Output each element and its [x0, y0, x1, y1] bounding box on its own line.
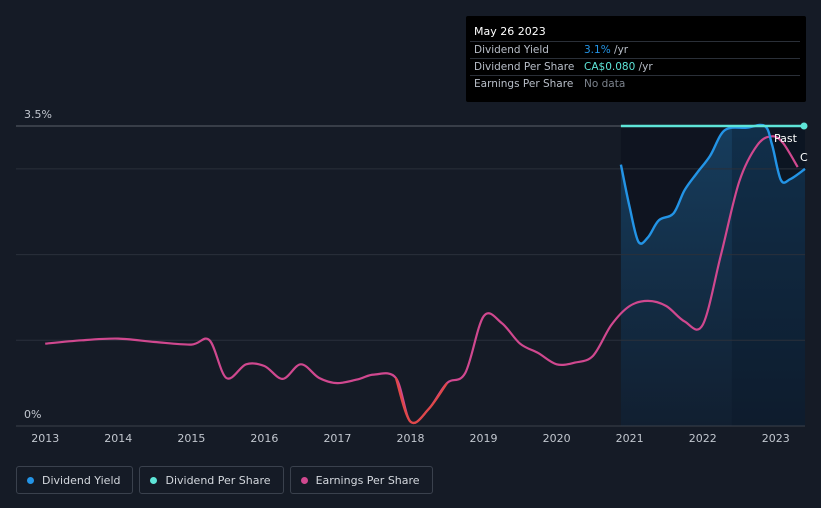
- chart-legend: Dividend Yield Dividend Per Share Earnin…: [16, 466, 433, 494]
- legend-item-dividend-yield[interactable]: Dividend Yield: [16, 466, 134, 494]
- legend-dot-icon: [27, 476, 34, 484]
- x-tick-label: 2015: [177, 432, 205, 445]
- x-tick-label: 2022: [689, 432, 717, 445]
- x-tick-label: 2016: [250, 432, 278, 445]
- legend-item-dividend-per-share[interactable]: Dividend Per Share: [139, 466, 284, 494]
- x-tick-label: 2021: [616, 432, 644, 445]
- dividend-yield-area: [620, 124, 805, 426]
- legend-label: Dividend Yield: [42, 473, 121, 487]
- dividend-yield-line: [619, 123, 806, 245]
- earnings-decline-segment: [394, 377, 448, 425]
- tooltip-label: Earnings Per Share: [474, 78, 574, 90]
- earnings-per-share-line: [45, 135, 799, 425]
- tooltip-row-dividend-yield: Dividend Yield 3.1% /yr: [466, 41, 806, 58]
- tooltip-value: CA$0.080 /yr: [584, 61, 653, 73]
- tooltip-label: Dividend Yield: [474, 44, 549, 56]
- legend-dot-icon: [150, 476, 158, 484]
- legend-dot-icon: [300, 476, 308, 484]
- x-tick-label: 2014: [104, 432, 132, 445]
- tooltip-row-dividend-per-share: Dividend Per Share CA$0.080 /yr: [466, 58, 806, 75]
- y-tick-label-bottom: 0%: [24, 408, 41, 421]
- x-tick-label: 2013: [31, 432, 59, 445]
- x-tick-label: 2019: [470, 432, 498, 445]
- forecast-band: [731, 126, 805, 426]
- tooltip-row-earnings-per-share: Earnings Per Share No data: [466, 75, 806, 92]
- dividend-per-share-end-point: [800, 122, 808, 130]
- legend-label: Dividend Per Share: [165, 473, 271, 487]
- y-tick-label-top: 3.5%: [24, 108, 52, 121]
- x-tick-label: 2017: [323, 432, 351, 445]
- legend-item-earnings-per-share[interactable]: Earnings Per Share: [289, 466, 433, 494]
- tooltip-value: 3.1% /yr: [584, 44, 629, 56]
- past-label: Past: [774, 132, 798, 145]
- data-tooltip: May 26 2023 Dividend Yield 3.1% /yr Divi…: [466, 16, 806, 102]
- legend-label: Earnings Per Share: [315, 473, 420, 487]
- x-tick-label: 2020: [543, 432, 571, 445]
- x-tick-label: 2023: [762, 432, 790, 445]
- forecast-marker: C: [800, 151, 808, 164]
- tooltip-date: May 26 2023: [474, 25, 546, 38]
- tooltip-value: No data: [584, 78, 626, 90]
- x-tick-label: 2018: [397, 432, 425, 445]
- tooltip-label: Dividend Per Share: [474, 61, 575, 73]
